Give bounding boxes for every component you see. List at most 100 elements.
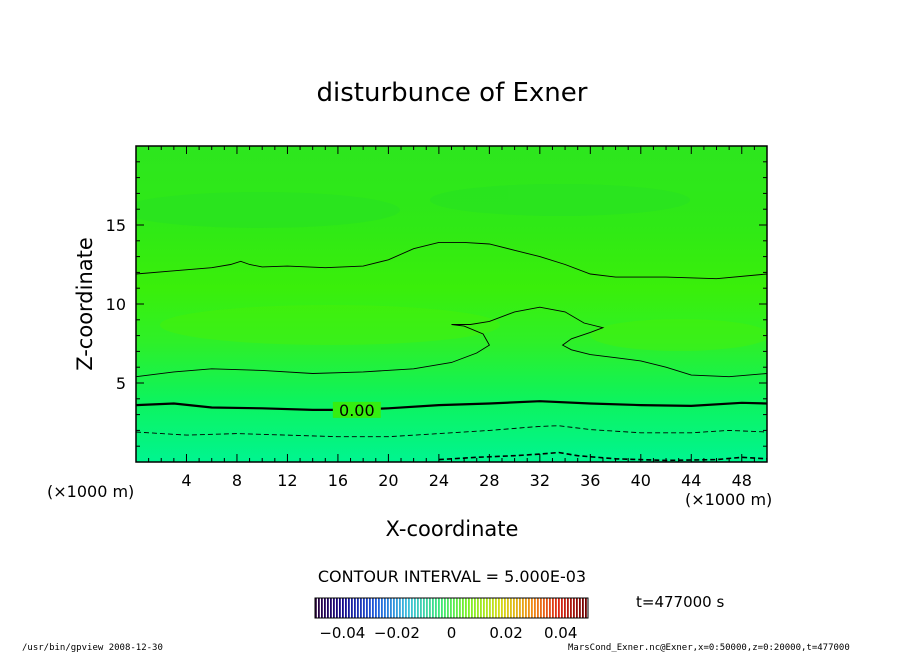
x-tick-label: 24 xyxy=(429,471,449,490)
colorbar-cell xyxy=(465,598,467,618)
colorbar-cell xyxy=(432,598,434,618)
colorbar-cell xyxy=(471,598,473,618)
colorbar-cell xyxy=(483,598,485,618)
colorbar-cell xyxy=(585,598,587,618)
colorbar-cell xyxy=(321,598,323,618)
x-tick-label: 12 xyxy=(277,471,297,490)
colorbar-cell xyxy=(333,598,335,618)
colorbar-cell xyxy=(441,598,443,618)
colorbar-tick-labels: −0.04 −0.02 0 0.02 0.04 xyxy=(319,624,577,642)
colorbar-cell xyxy=(393,598,395,618)
colorbar-cell xyxy=(540,598,542,618)
colorbar-tick-label: −0.04 xyxy=(319,624,365,642)
colorbar-cell xyxy=(336,598,338,618)
colorbar-cell xyxy=(534,598,536,618)
colorbar-cell xyxy=(519,598,521,618)
contour-line-2 xyxy=(136,400,767,411)
x-tick-label: 36 xyxy=(580,471,600,490)
colorbar-cell xyxy=(495,598,497,618)
colorbar-cell xyxy=(552,598,554,618)
x-tick-label: 40 xyxy=(631,471,651,490)
colorbar-cell xyxy=(492,598,494,618)
colorbar-cell xyxy=(426,598,428,618)
contour-line-4 xyxy=(438,451,767,462)
x-tick-label: 8 xyxy=(232,471,242,490)
colorbar-cell xyxy=(543,598,545,618)
colorbar-cell xyxy=(399,598,401,618)
colorbar-cell xyxy=(564,598,566,618)
x-tick-label: 44 xyxy=(681,471,701,490)
colorbar-cell xyxy=(405,598,407,618)
colorbar-cell xyxy=(513,598,515,618)
x-axis-title: X-coordinate xyxy=(386,517,519,541)
colorbar-cell xyxy=(477,598,479,618)
colorbar-cell xyxy=(315,598,317,618)
colorbar-cell xyxy=(486,598,488,618)
colorbar-cell xyxy=(462,598,464,618)
x-tick-label: 28 xyxy=(479,471,499,490)
colorbar-cell xyxy=(318,598,320,618)
colorbar-cell xyxy=(489,598,491,618)
x-tick-label: 4 xyxy=(181,471,191,490)
x-tick-label: 16 xyxy=(328,471,348,490)
field-shading xyxy=(136,146,767,462)
colorbar-cell xyxy=(447,598,449,618)
colorbar-cell xyxy=(348,598,350,618)
chart-title: disturbunce of Exner xyxy=(317,78,588,108)
colorbar-cell xyxy=(555,598,557,618)
colorbar-tick-label: 0 xyxy=(447,624,457,642)
colorbar-cell xyxy=(528,598,530,618)
footer-left: /usr/bin/gpview 2008-12-30 xyxy=(22,643,163,653)
colorbar-cell xyxy=(450,598,452,618)
colorbar-cell xyxy=(459,598,461,618)
y-tick-label: 15 xyxy=(106,216,126,235)
time-label: t=477000 s xyxy=(636,593,724,611)
colorbar-cell xyxy=(525,598,527,618)
colorbar-cell xyxy=(408,598,410,618)
x-tick-label: 32 xyxy=(530,471,550,490)
colorbar-cell xyxy=(468,598,470,618)
colorbar-cell xyxy=(411,598,413,618)
colorbar-cell xyxy=(339,598,341,618)
colorbar-cell xyxy=(453,598,455,618)
colorbar-cell xyxy=(507,598,509,618)
colorbar-cell xyxy=(474,598,476,618)
colorbar xyxy=(315,598,587,618)
colorbar-cell xyxy=(438,598,440,618)
x-unit-right: (×1000 m) xyxy=(685,490,772,509)
colorbar-cell xyxy=(444,598,446,618)
colorbar-cell xyxy=(384,598,386,618)
colorbar-cell xyxy=(372,598,374,618)
contour-line-1 xyxy=(136,306,767,378)
colorbar-frame xyxy=(314,597,589,619)
colorbar-cell xyxy=(549,598,551,618)
colorbar-cell xyxy=(324,598,326,618)
colorbar-cell xyxy=(330,598,332,618)
colorbar-cell xyxy=(345,598,347,618)
colorbar-cell xyxy=(342,598,344,618)
y-tick-label: 10 xyxy=(106,295,126,314)
colorbar-cell xyxy=(570,598,572,618)
field-texture xyxy=(136,184,767,351)
colorbar-cell xyxy=(546,598,548,618)
colorbar-cell xyxy=(573,598,575,618)
contour-lines xyxy=(136,241,767,462)
colorbar-cell xyxy=(387,598,389,618)
colorbar-cell xyxy=(378,598,380,618)
colorbar-cell xyxy=(522,598,524,618)
contour-line-0 xyxy=(136,241,767,280)
colorbar-cell xyxy=(360,598,362,618)
colorbar-cell xyxy=(567,598,569,618)
colorbar-cell xyxy=(435,598,437,618)
zero-label-background xyxy=(332,401,381,418)
colorbar-cell xyxy=(354,598,356,618)
colorbar-cell xyxy=(366,598,368,618)
colorbar-cell xyxy=(579,598,581,618)
colorbar-cell xyxy=(417,598,419,618)
colorbar-cell xyxy=(516,598,518,618)
colorbar-cell xyxy=(429,598,431,618)
colorbar-cell xyxy=(357,598,359,618)
x-unit-left: (×1000 m) xyxy=(47,482,134,501)
colorbar-cell xyxy=(396,598,398,618)
